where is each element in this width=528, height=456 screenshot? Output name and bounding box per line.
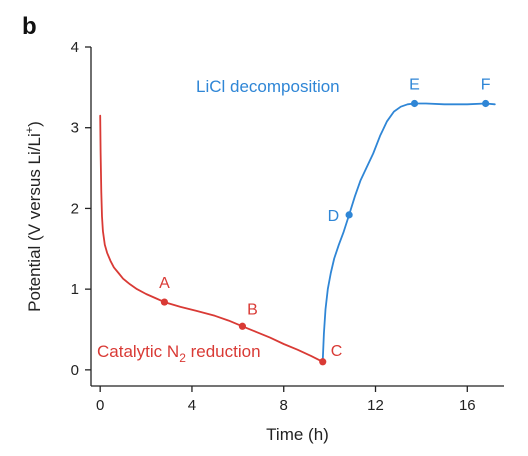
x-tick-label: 8 (280, 397, 288, 414)
y-axis-title-superscript: + (24, 127, 36, 133)
annotation-catalytic-subscript: 2 (179, 351, 186, 365)
point-label-e: E (409, 77, 420, 94)
y-tick-label: 1 (71, 281, 79, 298)
point-e (410, 99, 419, 108)
panel-label: b (22, 13, 37, 40)
annotation-licl-text: LiCl decomposition (196, 77, 340, 96)
point-d (345, 211, 353, 219)
point-label-f: F (481, 77, 491, 94)
y-tick-label: 4 (71, 39, 79, 56)
point-label-c: C (331, 343, 343, 360)
annotation-catalytic-text: Catalytic N (97, 342, 179, 361)
point-b (238, 322, 247, 330)
y-tick-label: 0 (71, 362, 79, 379)
annotation-licl-decomposition: LiCl decomposition (196, 77, 340, 96)
series-layer (99, 102, 496, 363)
y-tick-label: 2 (71, 200, 79, 217)
y-axis-title-suffix: ) (25, 121, 44, 127)
y-tick-label: 3 (71, 120, 79, 137)
x-tick-label: 12 (367, 397, 384, 414)
x-axis-title: Time (h) (266, 425, 329, 444)
points-layer: A B C D E F (159, 77, 491, 366)
point-c (319, 358, 327, 366)
annotation-catalytic-tail: reduction (186, 342, 261, 361)
point-label-b: B (247, 301, 258, 318)
series-line-red (99, 114, 324, 363)
x-tick-label: 4 (188, 397, 196, 414)
x-ticks: 0 4 8 12 16 (96, 386, 476, 414)
series-line-blue (321, 102, 496, 363)
x-tick-label: 16 (459, 397, 476, 414)
y-ticks: 0 1 2 3 4 (71, 39, 91, 379)
y-axis-title: Potential (V versus Li/Li+) (24, 121, 44, 312)
x-tick-label: 0 (96, 397, 104, 414)
annotation-catalytic-reduction: Catalytic N2 reduction (97, 342, 261, 365)
point-label-a: A (159, 275, 170, 292)
point-a (160, 298, 169, 306)
point-label-d: D (328, 208, 340, 225)
y-axis-title-main: Potential (V versus Li/Li (25, 133, 44, 312)
axes (90, 47, 504, 387)
point-f (482, 99, 490, 108)
